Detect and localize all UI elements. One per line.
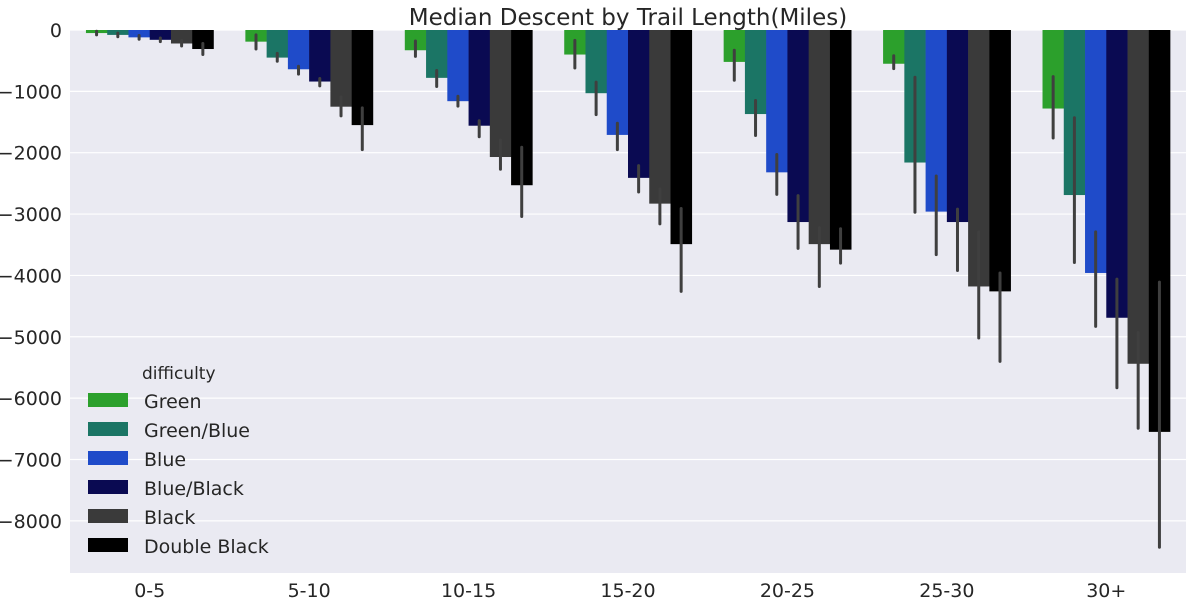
y-tick-label: −1000 <box>0 81 62 103</box>
bar <box>808 30 831 245</box>
x-tick-label: 15-20 <box>600 580 655 602</box>
bar <box>989 30 1011 292</box>
bar <box>766 30 788 173</box>
x-tick-label: 20-25 <box>760 580 815 602</box>
bar <box>128 30 151 38</box>
bar <box>149 30 172 40</box>
bar <box>1063 30 1086 196</box>
x-tick-label: 25-30 <box>919 580 974 602</box>
bar <box>489 30 512 158</box>
y-tick-label: −8000 <box>0 511 62 533</box>
y-tick-label: −5000 <box>0 327 62 349</box>
legend-swatch <box>88 509 128 523</box>
bar <box>266 30 289 58</box>
bar <box>649 30 671 204</box>
bar <box>1148 30 1171 432</box>
legend-label: Black <box>144 507 195 529</box>
y-tick-label: 0 <box>50 20 62 42</box>
bar <box>787 30 809 223</box>
x-tick-label: 5-10 <box>288 580 331 602</box>
y-tick-label: −3000 <box>0 204 62 226</box>
bar <box>829 30 852 250</box>
bar <box>968 30 990 287</box>
y-axis-ticks: 0 −1000 −2000 −3000 −4000 −5000 −6000 −7000 −800… <box>0 20 62 533</box>
bar <box>946 30 969 223</box>
chart-title: Median Descent by Trail Length(Miles) <box>409 5 847 31</box>
legend-title: difficulty <box>142 364 216 384</box>
bar <box>1106 30 1128 318</box>
bar <box>628 30 650 178</box>
x-tick-label: 10-15 <box>441 580 496 602</box>
legend: difficulty Green Green/Blue Blue Blue/Black… <box>88 364 269 558</box>
x-tick-label: 0-5 <box>134 580 165 602</box>
bar <box>170 30 193 44</box>
bar <box>351 30 374 126</box>
bar <box>606 30 629 135</box>
bar <box>192 30 214 50</box>
bar <box>511 30 533 186</box>
y-tick-label: −2000 <box>0 143 62 165</box>
bar <box>447 30 469 102</box>
x-axis-ticks: 0-5 5-10 10-15 15-20 20-25 25-30 30+ <box>134 580 1126 602</box>
legend-swatch <box>88 451 128 465</box>
bar <box>468 30 491 126</box>
y-tick-label: −7000 <box>0 449 62 471</box>
bar <box>330 30 352 107</box>
y-tick-label: −6000 <box>0 388 62 410</box>
x-tick-label: 30+ <box>1086 580 1126 602</box>
bar <box>723 30 746 62</box>
bar <box>670 30 693 245</box>
legend-swatch <box>88 538 128 552</box>
legend-swatch <box>88 393 128 407</box>
error-bars <box>95 29 1161 549</box>
bar <box>744 30 767 115</box>
bar <box>883 30 905 64</box>
legend-label: Green/Blue <box>144 420 250 442</box>
bar <box>1127 30 1150 364</box>
bar <box>585 30 608 94</box>
bar <box>287 30 310 70</box>
legend-label: Green <box>144 391 202 413</box>
legend-swatch <box>88 480 128 494</box>
bar <box>426 30 448 78</box>
bar <box>925 30 948 212</box>
legend-label: Double Black <box>144 536 269 558</box>
legend-label: Blue <box>144 449 186 471</box>
bar <box>1042 30 1065 109</box>
bar <box>1085 30 1107 273</box>
legend-swatch <box>88 422 128 436</box>
bar <box>309 30 331 82</box>
legend-label: Blue/Black <box>144 478 244 500</box>
y-tick-label: −4000 <box>0 265 62 287</box>
